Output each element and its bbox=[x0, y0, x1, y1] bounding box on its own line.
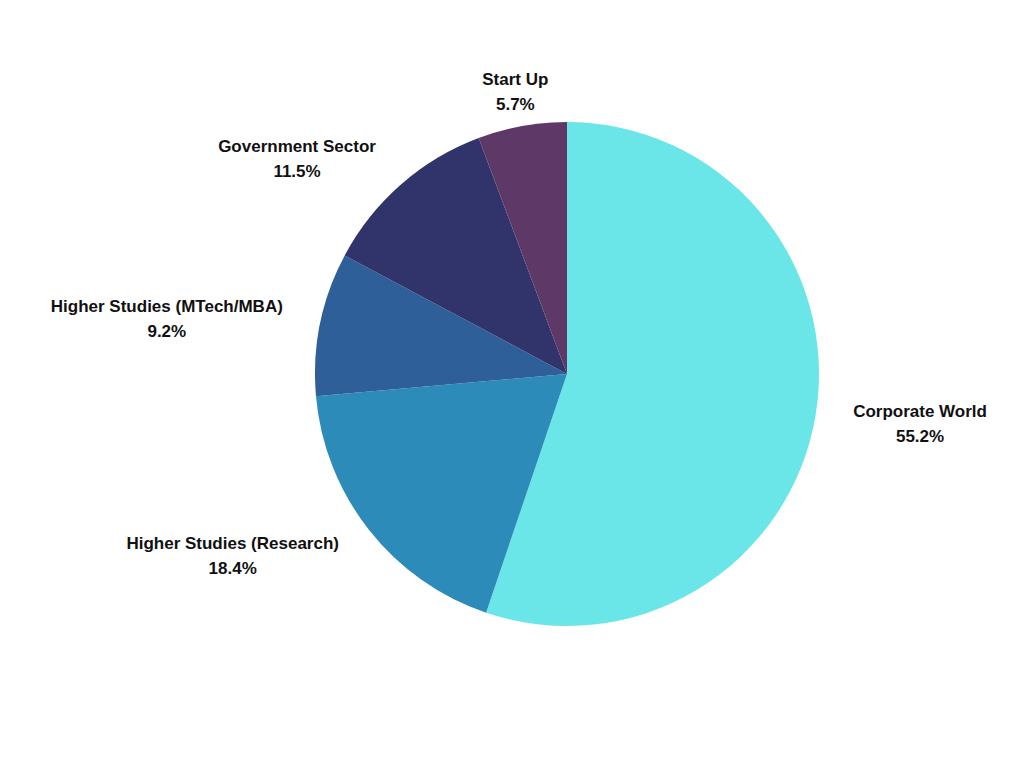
slice-label: Corporate World bbox=[853, 402, 987, 421]
slice-label: Start Up bbox=[482, 70, 548, 89]
pie-slice bbox=[479, 122, 567, 374]
slice-label: Government Sector bbox=[218, 137, 376, 156]
slice-label: Higher Studies (Research) bbox=[126, 534, 339, 553]
data-label: 9.2% bbox=[147, 322, 186, 341]
data-label: 11.5% bbox=[273, 162, 320, 181]
data-label: 5.7% bbox=[496, 95, 535, 114]
slices bbox=[315, 122, 819, 626]
pie-slice bbox=[316, 374, 567, 613]
data-label: 18.4% bbox=[209, 559, 257, 578]
slice-label: Higher Studies (MTech/MBA) bbox=[51, 297, 283, 316]
data-label: 55.2% bbox=[896, 427, 944, 446]
chart: Corporate World 55.2% Higher Studies (Rese… bbox=[0, 0, 1024, 768]
labels: Corporate World 55.2% Higher Studies (Rese… bbox=[51, 70, 987, 579]
